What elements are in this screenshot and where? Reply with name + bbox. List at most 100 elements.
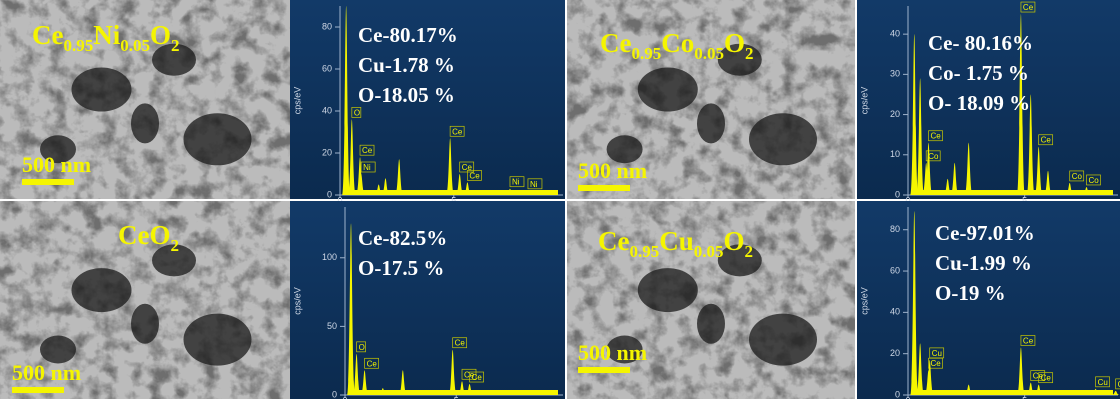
- peak: [374, 184, 383, 195]
- peak: [950, 162, 959, 195]
- y-tick-label: 60: [890, 265, 900, 275]
- peak-label: Ce: [1023, 336, 1034, 345]
- peak: [357, 174, 366, 195]
- peak: [1034, 384, 1043, 395]
- spectrum-bg: [290, 201, 565, 399]
- x-tick-label: 0: [342, 395, 347, 399]
- composition-line: O- 18.09 %: [928, 91, 1030, 115]
- scale-bar: [578, 185, 630, 191]
- peak: [455, 174, 464, 195]
- peak-label: O: [359, 343, 365, 352]
- y-tick-label: 80: [322, 21, 332, 31]
- sem-texture: [0, 201, 290, 399]
- sem-pore: [606, 335, 643, 364]
- peak: [964, 142, 973, 195]
- peak: [1111, 390, 1120, 395]
- peak: [943, 178, 952, 195]
- formula-part: 0.95: [631, 44, 661, 63]
- y-tick-label: 40: [890, 29, 900, 39]
- peak-label: Ce: [455, 339, 466, 348]
- sem-pore: [749, 313, 817, 366]
- peak-label: Cu: [932, 349, 942, 358]
- peak: [1026, 94, 1035, 195]
- formula-part: O: [724, 28, 745, 58]
- formula-part: O: [724, 226, 745, 256]
- scale-label: 500 nm: [12, 360, 81, 385]
- sem-pore: [152, 43, 196, 76]
- composition-line: O-17.5 %: [358, 256, 444, 280]
- scale-bar: [22, 179, 74, 185]
- y-tick-label: 10: [890, 149, 900, 159]
- peak-label-box: [469, 371, 484, 383]
- formula: Ce0.95Co0.05O2: [600, 28, 754, 63]
- peak-label: Ce: [362, 146, 373, 155]
- composition-line: O-18.05 %: [358, 83, 455, 107]
- peak-label-box: [351, 107, 362, 118]
- formula-part: 2: [171, 236, 180, 255]
- composition-line: Cu-1.78 %: [358, 53, 455, 77]
- sem-pore: [606, 135, 643, 164]
- peak-label-box: [449, 125, 465, 137]
- sem-pore: [637, 67, 698, 112]
- peak-label-box: [1115, 378, 1120, 390]
- y-axis-label: cps/eV: [292, 287, 302, 315]
- peak-label-box: [1069, 170, 1085, 182]
- peak: [925, 359, 934, 395]
- sem-pore: [40, 135, 76, 164]
- spectrum-bg: [290, 0, 565, 199]
- y-tick-label: 60: [322, 63, 332, 73]
- formula-part: 2: [745, 242, 754, 261]
- formula: Ce0.95Cu0.05O2: [598, 226, 753, 261]
- y-tick-label: 30: [890, 69, 900, 79]
- peak: [916, 343, 925, 395]
- scale-label: 500 nm: [578, 158, 647, 183]
- peak-label: Ce: [1023, 3, 1034, 12]
- formula-part: 2: [171, 36, 180, 55]
- peak-label: Ce: [1033, 372, 1044, 381]
- peak-label-box: [1038, 372, 1054, 384]
- peak: [448, 349, 457, 395]
- sem-pore: [131, 103, 159, 144]
- peak: [398, 370, 407, 395]
- sem-texture: [567, 201, 855, 399]
- y-tick-label: 20: [890, 348, 900, 358]
- formula-part: Co: [661, 28, 694, 58]
- peak-label: Ni: [530, 180, 538, 189]
- peak-label: Ce: [472, 373, 483, 382]
- formula-part: Ce: [598, 226, 629, 256]
- peak: [342, 6, 351, 195]
- peak-label-box: [360, 161, 376, 173]
- y-tick-label: 0: [327, 189, 332, 199]
- y-tick-label: 0: [895, 389, 900, 399]
- peak: [1091, 388, 1100, 395]
- formula-part: 0.95: [629, 242, 659, 261]
- peak: [910, 34, 919, 195]
- y-tick-label: 100: [322, 252, 337, 262]
- peak-label: Co: [928, 152, 939, 161]
- scale-label: 500 nm: [22, 152, 91, 177]
- y-tick-label: 0: [332, 389, 337, 399]
- peak-label: Cu: [1118, 380, 1120, 389]
- formula-part: Ce: [600, 28, 631, 58]
- peak-label-box: [1086, 174, 1101, 186]
- scale-bar: [578, 367, 630, 373]
- peak: [910, 211, 919, 395]
- peak: [352, 353, 361, 395]
- x-tick-label: 0: [905, 195, 910, 205]
- peak: [505, 188, 514, 195]
- sem-pore: [183, 313, 252, 366]
- peak: [1034, 146, 1043, 195]
- formula-part: Cu: [659, 226, 694, 256]
- peak-label-box: [925, 150, 941, 162]
- peak-label-box: [1020, 1, 1036, 13]
- sem-pore: [717, 43, 762, 76]
- y-tick-label: 40: [322, 105, 332, 115]
- peak-label-box: [459, 161, 475, 173]
- composition-line: Cu-1.99 %: [935, 251, 1032, 275]
- peak: [1082, 186, 1091, 195]
- y-tick-label: 20: [890, 109, 900, 119]
- peak-label-box: [452, 337, 468, 349]
- formula-part: 0.05: [694, 242, 724, 261]
